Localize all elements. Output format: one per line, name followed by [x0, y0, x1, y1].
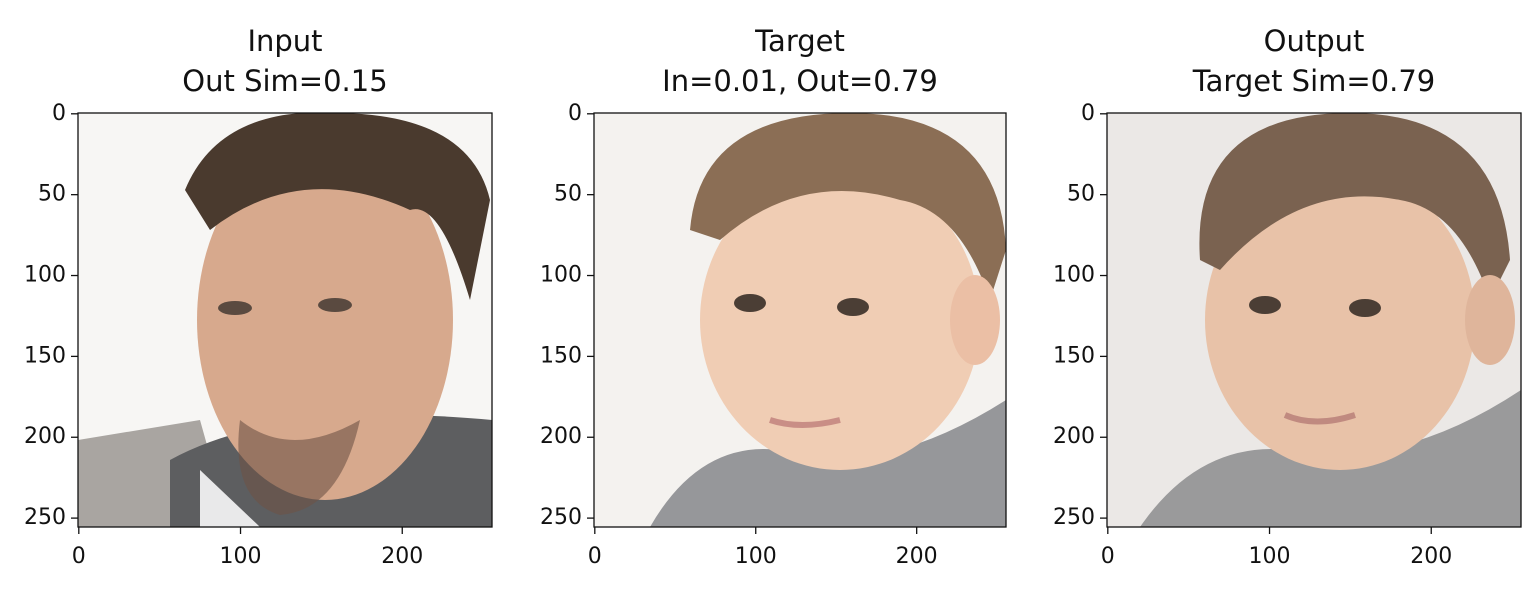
y-tick-label: 200	[1053, 424, 1095, 449]
x-tick-label: 100	[735, 544, 777, 569]
y-tick-label: 0	[568, 101, 582, 126]
axes-frame	[593, 112, 1007, 528]
panel-subtitle: Target Sim=0.79	[1192, 64, 1436, 98]
panel-subtitle: Out Sim=0.15	[182, 64, 387, 98]
axes-frame	[77, 112, 493, 528]
y-tick-label: 50	[554, 182, 582, 207]
x-tick-label: 0	[72, 544, 86, 569]
axes-frame	[1106, 112, 1522, 528]
y-tick-label: 100	[24, 263, 66, 288]
y-tick-label: 100	[1053, 263, 1095, 288]
y-tick-label: 250	[24, 505, 66, 530]
y-tick-label: 150	[540, 343, 582, 368]
panel-title: Input	[247, 24, 322, 58]
y-tick-label: 50	[1067, 182, 1095, 207]
target-image	[594, 113, 1006, 527]
y-tick-label: 0	[1081, 101, 1095, 126]
input-image	[78, 113, 492, 527]
y-tick-label: 200	[24, 424, 66, 449]
panel-title: Target	[754, 24, 845, 58]
y-tick-label: 250	[1053, 505, 1095, 530]
x-tick-label: 200	[381, 544, 423, 569]
output-image	[1107, 113, 1521, 527]
x-tick-label: 0	[588, 544, 602, 569]
x-tick-label: 200	[1410, 544, 1452, 569]
y-tick-label: 150	[1053, 343, 1095, 368]
panel-subtitle: In=0.01, Out=0.79	[662, 64, 938, 98]
x-tick-label: 100	[220, 544, 262, 569]
y-tick-label: 100	[540, 263, 582, 288]
x-tick-label: 0	[1101, 544, 1115, 569]
y-tick-label: 150	[24, 343, 66, 368]
x-tick-label: 200	[896, 544, 938, 569]
y-tick-label: 0	[52, 101, 66, 126]
x-tick-label: 100	[1249, 544, 1291, 569]
y-tick-label: 200	[540, 424, 582, 449]
y-tick-label: 50	[38, 182, 66, 207]
panel-title: Output	[1264, 24, 1365, 58]
y-tick-label: 250	[540, 505, 582, 530]
